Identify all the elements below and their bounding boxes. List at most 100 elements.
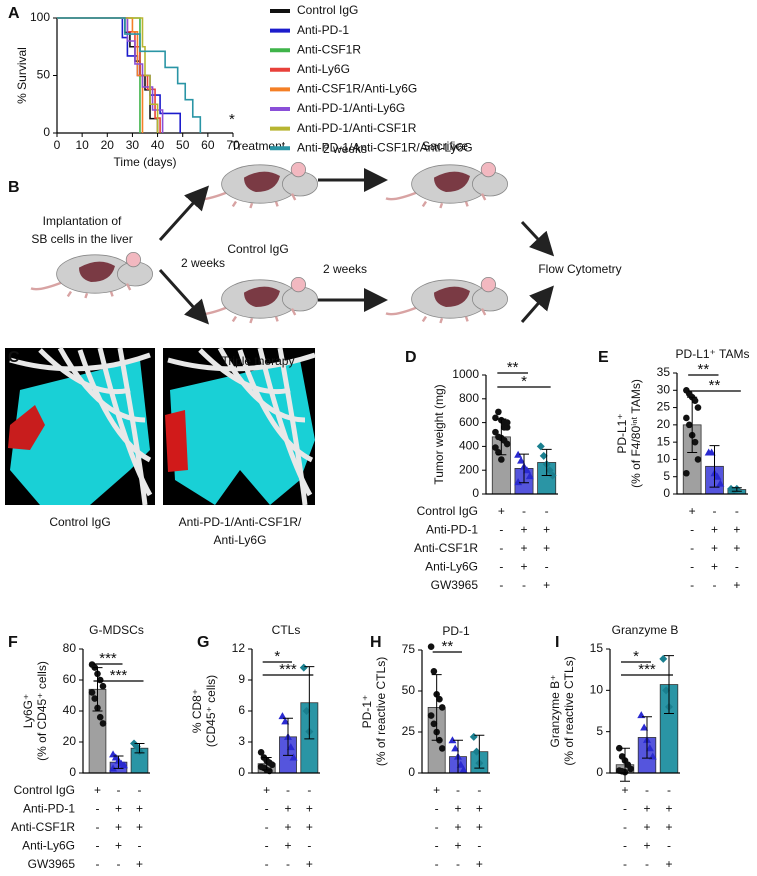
- y-axis-label: (% of F4/80ⁱⁿᵗ TAMs): [629, 379, 643, 488]
- condition-sign: -: [667, 783, 671, 797]
- condition-sign: -: [435, 802, 439, 816]
- legend-label: Anti-CSF1R: [297, 42, 361, 56]
- condition-sign: +: [543, 541, 550, 555]
- y-axis-label: PD-1⁺: [360, 695, 374, 729]
- condition-sign: -: [623, 839, 627, 853]
- condition-sign: +: [136, 857, 143, 871]
- diagram-label: Triple therapy: [222, 354, 295, 368]
- data-point: [119, 761, 128, 769]
- arrow: [520, 220, 555, 257]
- chart-title: PD-1: [442, 624, 470, 638]
- condition-sign: -: [138, 839, 142, 853]
- y-axis-label: Granzyme B⁺: [548, 674, 562, 747]
- error-bar: [519, 453, 529, 484]
- y-axis-label: (% of CD45⁺ cells): [35, 661, 49, 761]
- data-point: [495, 449, 502, 456]
- condition-sign: -: [667, 839, 671, 853]
- x-tick-label: 20: [101, 138, 115, 152]
- condition-sign: -: [96, 839, 100, 853]
- image-caption: Control IgG: [49, 515, 110, 529]
- image-caption: Anti-PD-1/Anti-CSF1R/: [179, 515, 302, 529]
- data-point: [472, 747, 481, 756]
- data-point: [525, 472, 534, 480]
- y-tick-label: 3: [238, 734, 245, 748]
- condition-sign: -: [545, 560, 549, 574]
- condition-label: Control IgG: [14, 783, 75, 797]
- error-bar: [496, 418, 507, 456]
- mouse-ear: [290, 277, 307, 293]
- data-point: [289, 753, 298, 761]
- condition-sign: +: [643, 820, 650, 834]
- significance-label: ***: [99, 650, 117, 667]
- mouse-liver: [79, 261, 115, 282]
- condition-sign: +: [643, 802, 650, 816]
- condition-sign: +: [284, 839, 291, 853]
- condition-sign: +: [284, 820, 291, 834]
- condition-sign: -: [456, 783, 460, 797]
- y-tick-label: 20: [63, 734, 77, 748]
- image-caption: Anti-Ly6G: [214, 533, 267, 547]
- condition-sign: -: [286, 857, 290, 871]
- condition-sign: +: [284, 802, 291, 816]
- mouse-ear: [480, 162, 497, 178]
- mouse-feet: [231, 193, 297, 209]
- condition-sign: -: [713, 578, 717, 592]
- data-point: [302, 707, 311, 715]
- data-point: [498, 456, 505, 463]
- legend-label: Anti-PD-1: [297, 23, 349, 37]
- significance-label: **: [697, 361, 709, 378]
- condition-sign: -: [265, 839, 269, 853]
- mouse-liver: [434, 286, 470, 307]
- data-point: [438, 745, 446, 752]
- mouse-ear: [125, 252, 142, 268]
- mouse-feet: [231, 308, 297, 324]
- condition-sign: +: [454, 839, 461, 853]
- condition-label: Anti-Ly6G: [22, 839, 75, 853]
- survival-curve: [57, 17, 159, 133]
- condition-sign: +: [520, 560, 527, 574]
- mouse-liver: [244, 286, 280, 307]
- y-tick-label: 25: [657, 400, 671, 414]
- legend-label: Anti-PD-1/Anti-Ly6G: [297, 101, 405, 115]
- error-bar: [709, 445, 720, 488]
- condition-sign: +: [306, 802, 313, 816]
- condition-sign: -: [117, 783, 121, 797]
- diagram-label: Flow Cytometry: [538, 262, 621, 276]
- error-bar: [620, 747, 630, 782]
- significance-label: **: [709, 377, 721, 394]
- condition-sign: -: [265, 802, 269, 816]
- data-point: [536, 442, 545, 451]
- y-tick-label: 50: [37, 68, 51, 82]
- panel-label: F: [8, 634, 18, 651]
- y-tick-label: 10: [590, 683, 604, 697]
- y-tick-label: 20: [657, 417, 671, 431]
- condition-sign: +: [543, 578, 550, 592]
- y-tick-label: 0: [43, 125, 50, 139]
- condition-sign: +: [520, 541, 527, 555]
- panel-label: B: [8, 179, 20, 196]
- y-tick-label: 600: [459, 415, 479, 429]
- data-point: [451, 744, 460, 752]
- condition-sign: +: [115, 820, 122, 834]
- error-bar: [431, 674, 442, 741]
- condition-label: GW3965: [431, 578, 479, 592]
- y-tick-label: 0: [472, 486, 479, 500]
- condition-sign: +: [454, 820, 461, 834]
- condition-label: Anti-PD-1: [426, 523, 478, 537]
- data-point: [659, 654, 668, 663]
- data-point: [99, 720, 107, 727]
- significance-label: ***: [638, 661, 656, 678]
- condition-sign: -: [690, 541, 694, 555]
- condition-label: Control IgG: [417, 504, 478, 518]
- y-tick-label: 0: [238, 765, 245, 779]
- mouse: [195, 277, 319, 324]
- condition-sign: -: [499, 523, 503, 537]
- condition-sign: -: [690, 560, 694, 574]
- condition-sign: +: [263, 783, 270, 797]
- condition-sign: -: [623, 857, 627, 871]
- data-point: [514, 478, 523, 486]
- error-bar: [283, 717, 293, 756]
- mouse-tail: [385, 305, 419, 316]
- data-point: [495, 408, 502, 416]
